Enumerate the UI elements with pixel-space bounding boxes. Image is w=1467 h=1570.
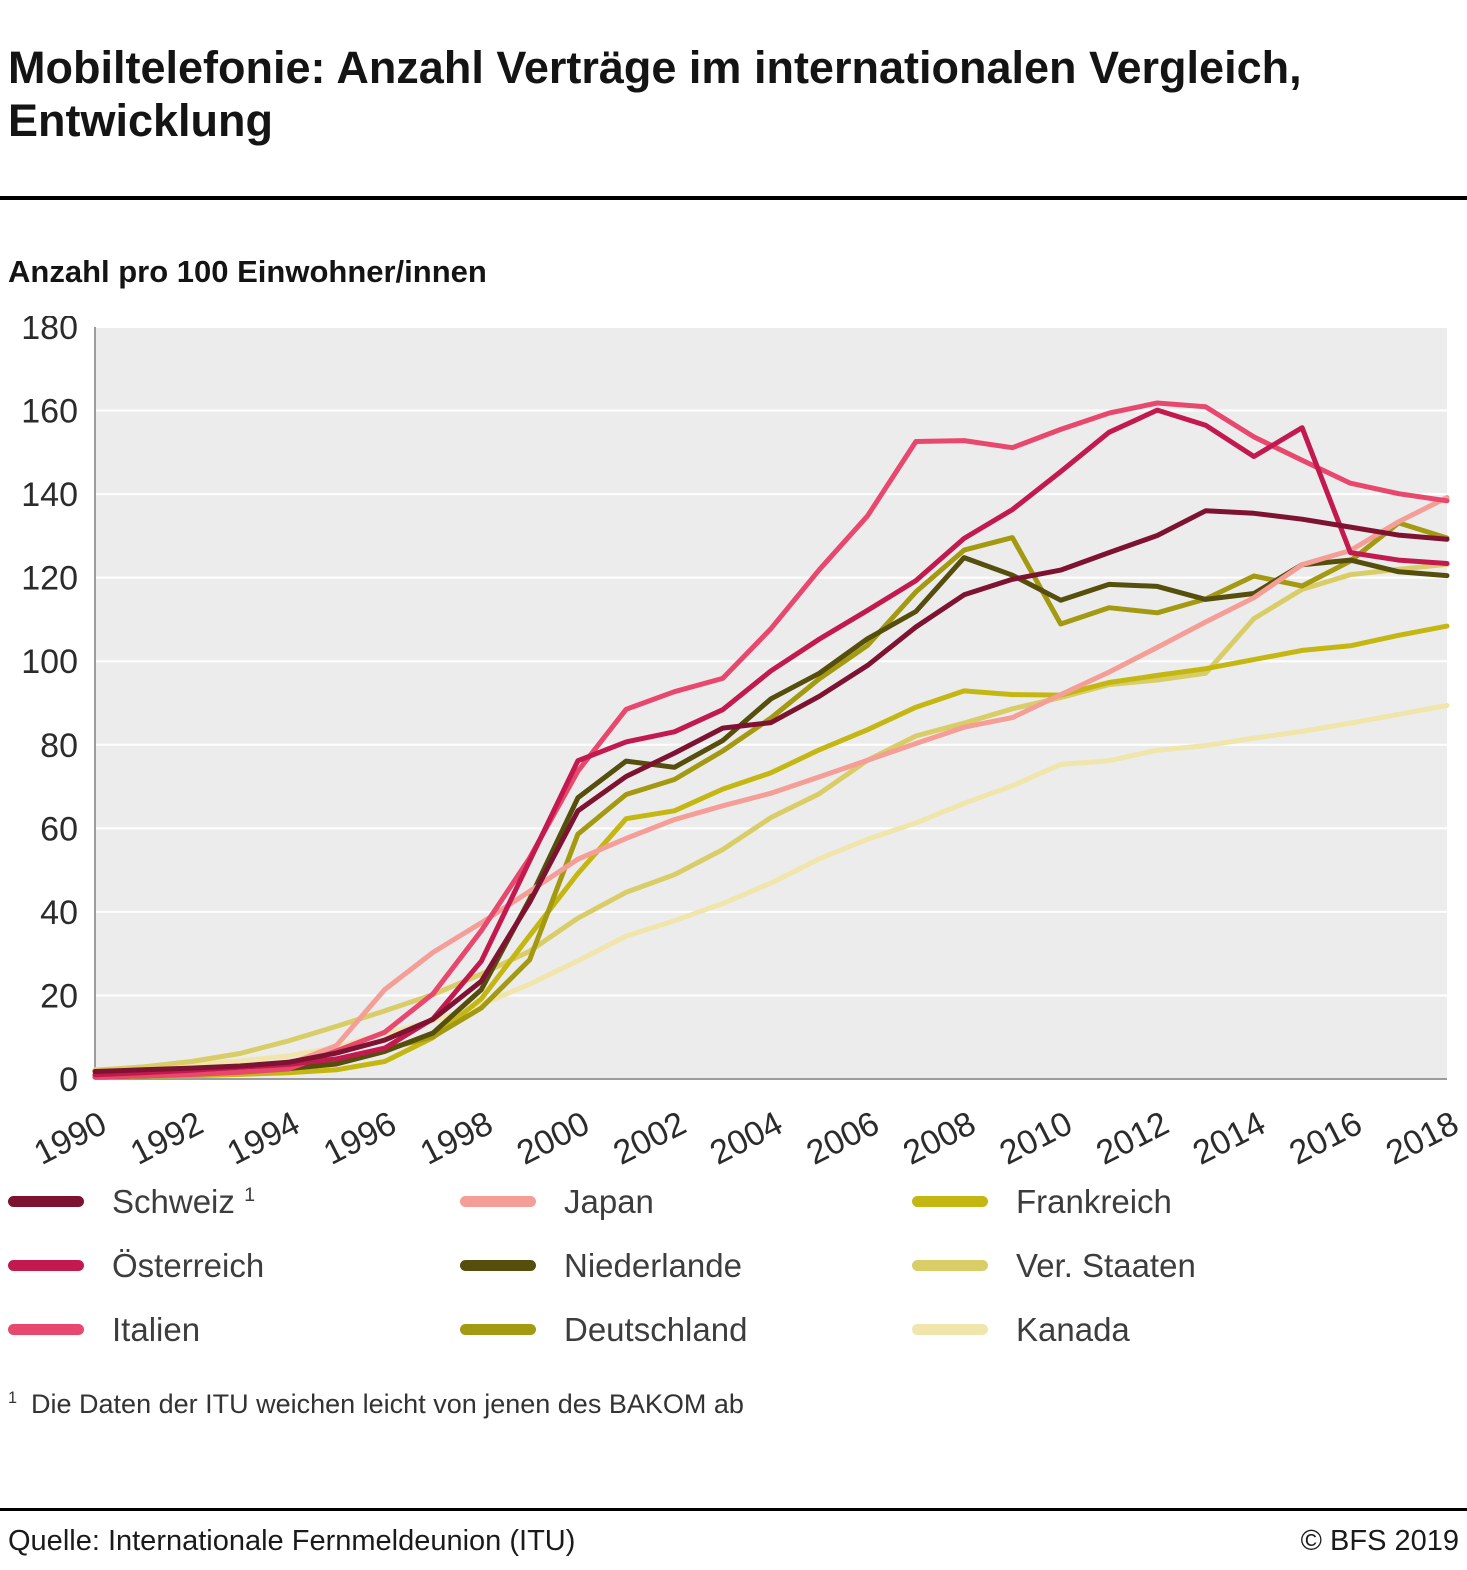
chart-subtitle: Anzahl pro 100 Einwohner/innen: [8, 253, 487, 289]
series-line-niederlande: [92, 554, 1450, 1079]
y-axis-tick-label: 0: [59, 1061, 78, 1099]
x-axis-tick-label: 2014: [1187, 1104, 1272, 1168]
series-line-ver-staaten: [92, 561, 1450, 1073]
chart-area: 0 20 40 60 80 100 120 140 160 180 1990 1992 1994 1996…: [0, 309, 1467, 1173]
legend-item-sterreich: Österreich: [8, 1247, 460, 1285]
x-axis-tick-label: 2016: [1283, 1104, 1368, 1168]
x-axis-tick-label: 2004: [704, 1104, 789, 1168]
series-line-japan: [92, 494, 1450, 1079]
legend-swatch-kanada: [912, 1324, 988, 1336]
y-axis-tick-label: 80: [40, 726, 78, 764]
copyright-label: © BFS 2019: [1300, 1525, 1459, 1557]
x-axis-tick-label: 2018: [1380, 1104, 1465, 1168]
legend-swatch-deutschland: [460, 1324, 536, 1336]
legend-swatch-niederlande: [460, 1260, 536, 1272]
legend-swatch-italien: [8, 1324, 84, 1336]
source-label: Quelle: Internationale Fernmeldeunion (I…: [8, 1525, 576, 1557]
x-axis-tick-label: 1994: [221, 1104, 306, 1168]
y-axis-tick-label: 40: [40, 893, 78, 931]
x-axis-tick-label: 1992: [125, 1104, 210, 1168]
legend-swatch-sterreich: [8, 1260, 84, 1272]
x-axis-tick-label: 1996: [318, 1104, 403, 1168]
y-axis-tick-label: 180: [21, 316, 78, 347]
series-line-frankreich: [92, 623, 1450, 1079]
legend-item-japan: Japan: [460, 1183, 912, 1221]
legend-item-ver-staaten: Ver. Staaten: [912, 1247, 1364, 1285]
legend-label-niederlande: Niederlande: [564, 1246, 742, 1284]
legend-item-italien: Italien: [8, 1311, 460, 1349]
legend-label-italien: Italien: [112, 1310, 201, 1348]
legend-label-kanada: Kanada: [1016, 1310, 1130, 1348]
y-axis-tick-label: 160: [21, 392, 78, 430]
legend-label-frankreich: Frankreich: [1016, 1182, 1172, 1220]
title-divider: [0, 195, 1467, 200]
x-axis-tick-label: 2012: [1090, 1104, 1175, 1168]
y-axis-tick-label: 60: [40, 810, 78, 848]
x-axis-tick-label: 2008: [897, 1104, 982, 1168]
legend-label-ver-staaten: Ver. Staaten: [1016, 1246, 1196, 1284]
series-line-sterreich: [92, 407, 1450, 1077]
legend-item-schweiz: Schweiz 1: [8, 1183, 460, 1221]
series-line-schweiz: [92, 507, 1450, 1074]
legend-label-japan: Japan: [564, 1182, 654, 1220]
legend-label-schweiz: Schweiz 1: [112, 1182, 256, 1220]
legend-swatch-ver-staaten: [912, 1260, 988, 1272]
legend-swatch-schweiz: [8, 1196, 84, 1208]
x-axis-tick-label: 2010: [994, 1104, 1079, 1168]
legend-label-sterreich: Österreich: [112, 1246, 265, 1284]
x-axis-tick-label: 1990: [28, 1104, 113, 1168]
footnote: 1 Die Daten der ITU weichen leicht von je…: [0, 1389, 1467, 1420]
legend-item-kanada: Kanada: [912, 1311, 1364, 1349]
x-axis-tick-label: 2006: [801, 1104, 886, 1168]
x-axis-tick-label: 2002: [607, 1104, 692, 1168]
footnote-marker: 1: [8, 1388, 18, 1407]
x-axis-tick-label: 1998: [414, 1104, 499, 1168]
footnote-text: Die Daten der ITU weichen leicht von jen…: [31, 1388, 744, 1419]
legend-item-niederlande: Niederlande: [460, 1247, 912, 1285]
y-axis-tick-label: 20: [40, 977, 78, 1015]
line-chart: 0 20 40 60 80 100 120 140 160 180 1990 1992 1994 1996…: [21, 309, 1465, 1172]
legend-item-deutschland: Deutschland: [460, 1311, 912, 1349]
legend-footnote-marker: 1: [244, 1183, 256, 1206]
legend-item-frankreich: Frankreich: [912, 1183, 1364, 1221]
y-axis-tick-label: 140: [21, 476, 78, 514]
legend-label-deutschland: Deutschland: [564, 1310, 748, 1348]
footer: Quelle: Internationale Fernmeldeunion (I…: [0, 1508, 1467, 1570]
y-axis-tick-label: 120: [21, 559, 78, 597]
plot-background: [95, 326, 1447, 1079]
legend-swatch-frankreich: [912, 1196, 988, 1208]
x-axis-tick-label: 2000: [511, 1104, 596, 1168]
y-axis-tick-label: 100: [21, 643, 78, 681]
chart-legend: Schweiz 1 Japan Frankreich Österreich Nie…: [0, 1173, 1467, 1349]
legend-swatch-japan: [460, 1196, 536, 1208]
page-title: Mobiltelefonie: Anzahl Verträge im inter…: [8, 42, 1302, 146]
